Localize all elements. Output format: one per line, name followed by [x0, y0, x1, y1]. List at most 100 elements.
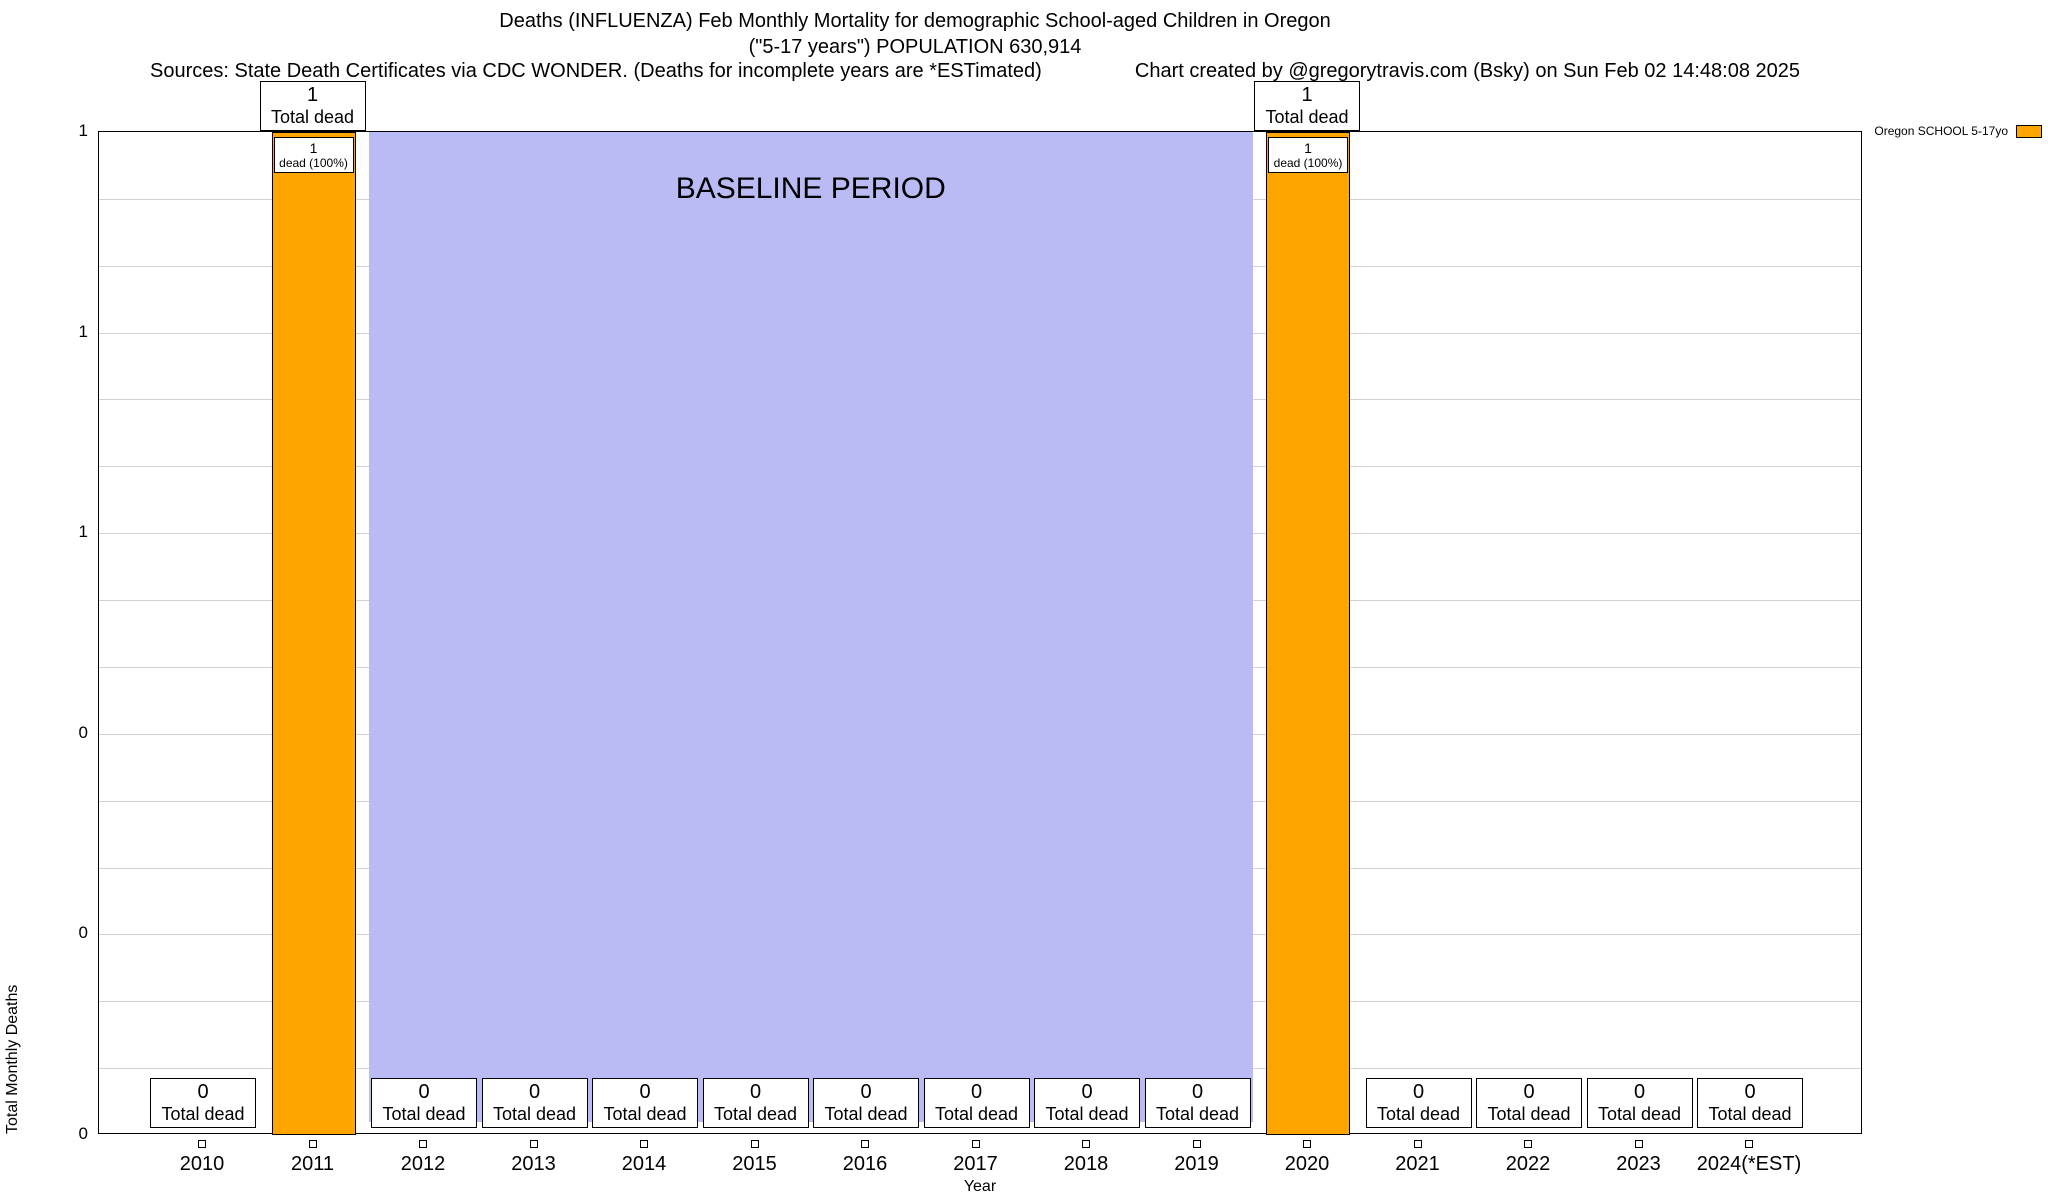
chart-title: Deaths (INFLUENZA) Feb Monthly Mortality… [0, 8, 1830, 60]
total-dead-label: Total dead [1155, 1104, 1240, 1124]
axis-point-marker [1524, 1140, 1532, 1148]
total-dead-count: 0 [1633, 1081, 1646, 1103]
y-tick-label: 0 [78, 923, 88, 943]
x-tick-label: 2012 [400, 1153, 446, 1175]
total-dead-box: 0 Total dead [923, 1078, 1030, 1128]
axis-point-marker [1082, 1140, 1090, 1148]
total-dead-count: 0 [970, 1081, 983, 1103]
axis-point-marker [529, 1140, 538, 1148]
total-dead-box: 0 Total dead [1365, 1078, 1472, 1128]
total-dead-box: 1 Total dead [1254, 81, 1360, 131]
axis-point-marker [1303, 1140, 1311, 1148]
chart-title-line2: ("5-17 years") POPULATION 630,914 [748, 36, 1082, 58]
total-dead-box: 0 Total dead [1476, 1078, 1582, 1128]
total-dead-label: Total dead [270, 107, 355, 127]
total-dead-count: 0 [197, 1081, 209, 1103]
y-axis-title: Total Monthly Deaths [4, 984, 21, 1134]
total-dead-label: Total dead [161, 1104, 245, 1124]
bar-value-detail: dead (100%) [279, 156, 348, 170]
y-tick-label: 1 [78, 522, 88, 542]
bar-value-detail: dead (100%) [1273, 156, 1343, 170]
x-axis-title: Year [963, 1178, 997, 1195]
total-dead-count: 0 [1412, 1081, 1425, 1103]
y-tick-label: 0 [78, 1124, 88, 1143]
legend-label: Oregon SCHOOL 5-17yo [1874, 124, 2008, 138]
total-dead-count: 0 [1191, 1081, 1204, 1103]
total-dead-box: 0 Total dead [1697, 1078, 1803, 1128]
x-tick-label: 2011 [290, 1153, 334, 1175]
x-tick-label: 2020 [1284, 1153, 1330, 1175]
x-tick-label: 2023 [1616, 1153, 1661, 1175]
baseline-band [368, 132, 1253, 1122]
total-dead-count: 0 [1744, 1081, 1756, 1103]
axis-point-marker [861, 1140, 869, 1148]
total-dead-count: 0 [528, 1081, 541, 1103]
total-dead-box: 0 Total dead [481, 1078, 588, 1128]
axis-point-marker [1192, 1140, 1201, 1148]
axis-point-marker [971, 1140, 980, 1148]
y-tick-label: 0 [78, 722, 88, 742]
axis-point-marker [198, 1140, 206, 1148]
total-dead-box: 0 Total dead [702, 1078, 809, 1128]
legend-swatch-icon [2016, 124, 2042, 138]
axis-point-marker [1413, 1140, 1422, 1148]
axis-point-marker [308, 1140, 317, 1148]
total-dead-label: Total dead [1597, 1104, 1682, 1124]
total-dead-label: Total dead [1376, 1104, 1461, 1124]
total-dead-box: 0 Total dead [150, 1078, 256, 1128]
axis-point-marker [1745, 1140, 1753, 1148]
total-dead-label: Total dead [492, 1104, 577, 1124]
chart-title-line1: Deaths (INFLUENZA) Feb Monthly Mortality… [499, 10, 1331, 32]
chart-credit: Chart created by @gregorytravis.com (Bsk… [1134, 60, 1800, 82]
total-dead-label: Total dead [824, 1104, 908, 1124]
total-dead-label: Total dead [934, 1104, 1019, 1124]
total-dead-box: 0 Total dead [371, 1078, 477, 1128]
total-dead-label: Total dead [713, 1104, 798, 1124]
x-tick-label: 2014 [621, 1153, 667, 1175]
x-tick-label: 2021 [1395, 1153, 1440, 1175]
total-dead-box: 0 Total dead [592, 1078, 698, 1128]
bar-value-count: 1 [1304, 140, 1312, 156]
total-dead-box: 0 Total dead [1144, 1078, 1251, 1128]
bar-2020 [1266, 132, 1350, 1135]
legend: Oregon SCHOOL 5-17yo [1874, 124, 2042, 138]
plot-area: BASELINE PERIOD 0 Total dead 1 dead (100%) 0 T… [98, 131, 1862, 1135]
axis-point-marker [419, 1140, 427, 1148]
bar-value-label: 1 dead (100%) [273, 137, 354, 173]
total-dead-count: 0 [1081, 1081, 1093, 1103]
total-dead-label: Total dead [1045, 1104, 1129, 1124]
total-dead-count: 0 [749, 1081, 762, 1103]
total-dead-box: 1 Total dead [259, 81, 366, 131]
total-dead-label: Total dead [1265, 107, 1349, 127]
total-dead-label: Total dead [603, 1104, 687, 1124]
x-tick-label: 2019 [1174, 1153, 1219, 1175]
x-tick-label: 2022 [1505, 1153, 1551, 1175]
total-dead-box: 0 Total dead [813, 1078, 919, 1128]
total-dead-count: 1 [1301, 84, 1313, 106]
y-tick-label: 1 [78, 121, 88, 140]
total-dead-label: Total dead [1487, 1104, 1571, 1124]
total-dead-label: Total dead [1708, 1104, 1792, 1124]
baseline-band-label: BASELINE PERIOD [675, 172, 946, 205]
y-tick-label: 1 [78, 321, 88, 341]
x-tick-label: 2024(*EST) [1696, 1153, 1802, 1175]
x-tick-label: 2017 [953, 1153, 998, 1175]
total-dead-box: 0 Total dead [1586, 1078, 1693, 1128]
total-dead-count: 1 [306, 84, 319, 106]
total-dead-count: 0 [418, 1081, 430, 1103]
bar-value-label: 1 dead (100%) [1268, 137, 1348, 173]
axis-point-marker [1634, 1140, 1643, 1148]
x-tick-label: 2013 [511, 1153, 556, 1175]
x-tick-label: 2018 [1063, 1153, 1109, 1175]
x-tick-label: 2015 [732, 1153, 777, 1175]
chart-sources: Sources: State Death Certificates via CD… [150, 60, 1042, 82]
bar-2011 [271, 132, 356, 1135]
x-tick-label: 2010 [179, 1153, 225, 1175]
total-dead-box: 0 Total dead [1034, 1078, 1140, 1128]
bar-value-count: 1 [309, 140, 318, 156]
total-dead-label: Total dead [382, 1104, 466, 1124]
total-dead-count: 0 [639, 1081, 651, 1103]
axis-point-marker [750, 1140, 759, 1148]
x-tick-label: 2016 [842, 1153, 888, 1175]
